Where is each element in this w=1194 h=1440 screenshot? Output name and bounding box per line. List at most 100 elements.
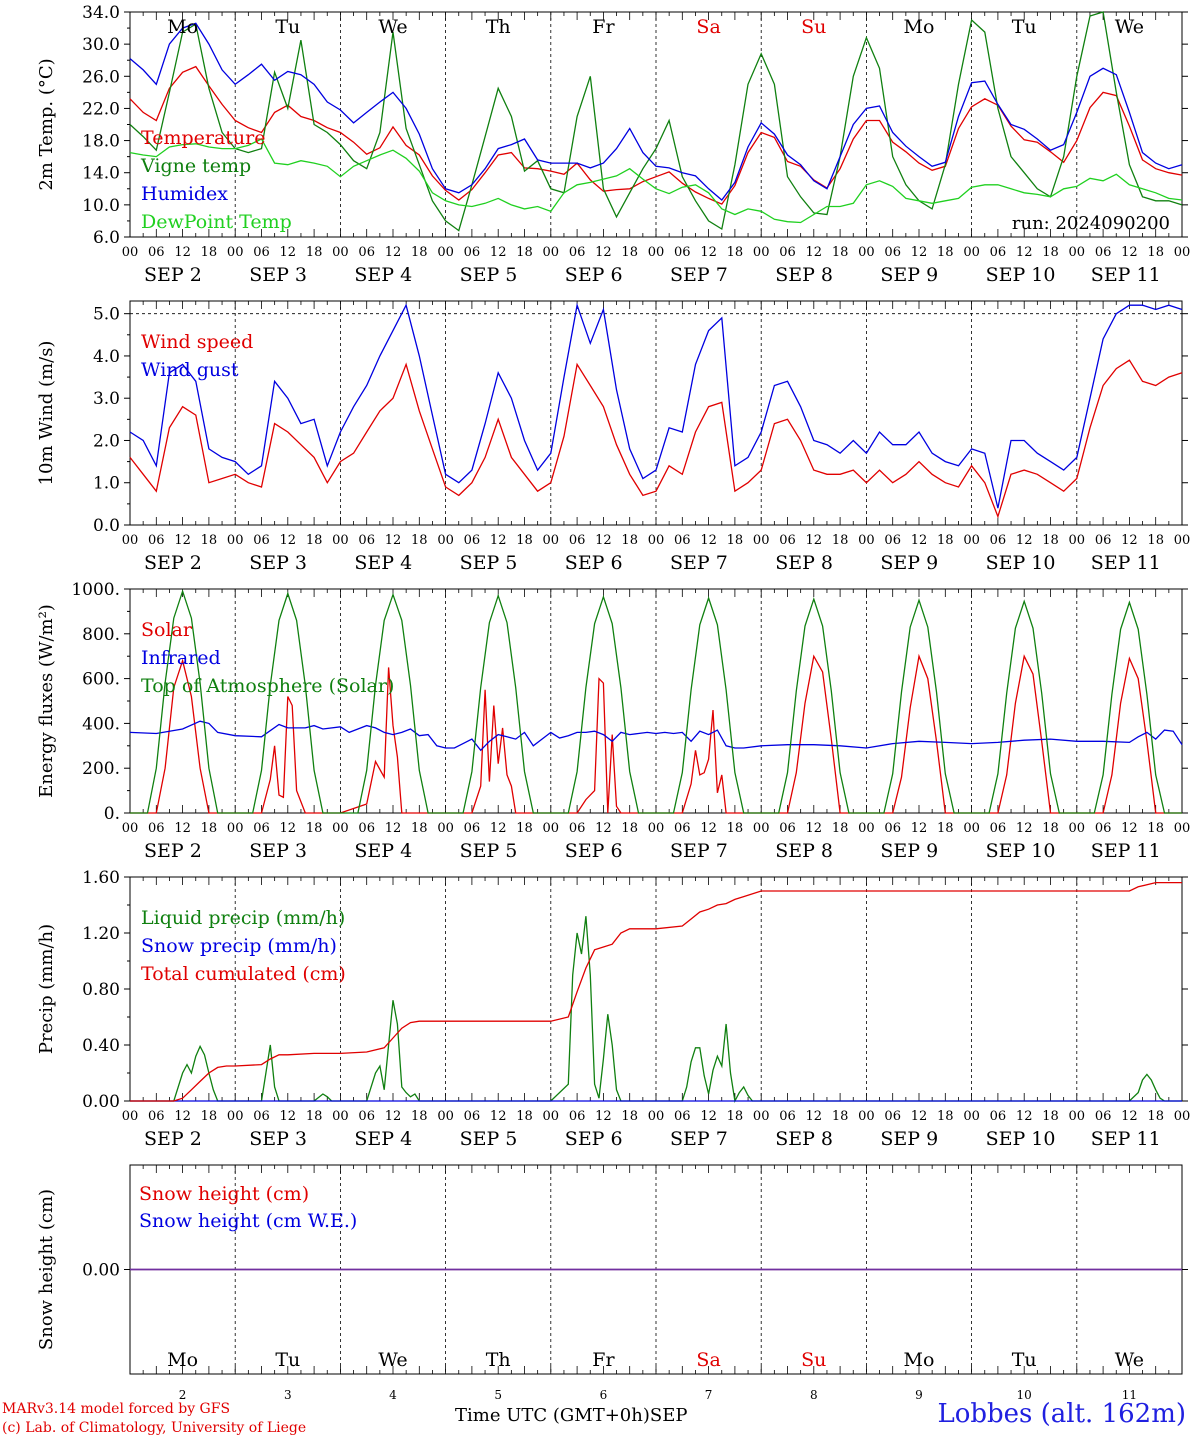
hour-label: 18	[832, 533, 849, 548]
hour-label: 00	[543, 1109, 560, 1124]
day-number-label: 3	[284, 1388, 292, 1402]
hour-label: 12	[1121, 533, 1138, 548]
hour-label: 00	[1069, 245, 1086, 260]
date-label: SEP 9	[880, 840, 938, 862]
hour-label: 18	[201, 533, 218, 548]
month-label: SEP	[649, 1405, 688, 1426]
hour-label: 00	[332, 821, 349, 836]
hour-label: 06	[358, 1109, 375, 1124]
hour-label: 00	[332, 1109, 349, 1124]
hour-label: 12	[700, 533, 717, 548]
y-tick-label: 10.0	[82, 196, 120, 216]
hour-label: 00	[1069, 533, 1086, 548]
hour-label: 06	[358, 821, 375, 836]
day-number-label: 5	[494, 1388, 502, 1402]
weekday-label: Sa	[696, 16, 720, 38]
hour-label: 18	[201, 1109, 218, 1124]
hour-label: 12	[280, 245, 297, 260]
day-number-label: 9	[915, 1388, 923, 1402]
hour-label: 00	[1069, 1109, 1086, 1124]
date-label: SEP 3	[249, 1128, 307, 1150]
day-number-label: 7	[705, 1388, 713, 1402]
hour-label: 18	[621, 245, 638, 260]
hour-label: 18	[411, 533, 428, 548]
y-tick-label: 0.00	[82, 1092, 120, 1112]
hour-label: 00	[963, 1109, 980, 1124]
hour-label: 18	[1042, 245, 1059, 260]
hour-label: 12	[385, 245, 402, 260]
y-axis-title: Snow height (cm)	[36, 1189, 57, 1350]
weekday-label: We	[1115, 16, 1144, 38]
y-tick-label: 22.0	[82, 99, 120, 119]
hour-label: 18	[621, 1109, 638, 1124]
legend-entry: DewPoint Temp	[141, 211, 292, 233]
hour-label: 00	[753, 533, 770, 548]
hour-label: 06	[148, 245, 165, 260]
legend-entry: Snow height (cm)	[139, 1183, 309, 1205]
date-label: SEP 6	[565, 552, 623, 574]
hour-label: 12	[806, 533, 823, 548]
y-tick-label: 18.0	[82, 132, 120, 152]
day-number-label: 11	[1122, 1388, 1137, 1402]
hour-label: 00	[753, 245, 770, 260]
series-line	[129, 138, 1183, 224]
hour-label: 18	[1042, 533, 1059, 548]
hour-label: 06	[148, 533, 165, 548]
legend-entry: Solar	[141, 619, 193, 641]
hour-label: 00	[648, 821, 665, 836]
hour-label: 00	[753, 821, 770, 836]
y-tick-label: 3.0	[93, 389, 120, 409]
hour-label: 06	[569, 1109, 586, 1124]
hour-label: 06	[253, 245, 270, 260]
date-label: SEP 8	[775, 264, 833, 286]
hour-label: 06	[569, 821, 586, 836]
legend-entry: Snow precip (mm/h)	[141, 935, 337, 957]
y-tick-label: 14.0	[82, 164, 120, 184]
day-number-label: 8	[810, 1388, 818, 1402]
hour-label: 06	[1095, 821, 1112, 836]
date-label: SEP 5	[460, 1128, 518, 1150]
hour-label: 18	[1147, 245, 1164, 260]
hour-label: 12	[174, 245, 191, 260]
hour-label: 06	[1095, 245, 1112, 260]
station-label: Lobbes (alt. 162m)	[937, 1399, 1186, 1429]
y-tick-label: 400.	[82, 714, 120, 734]
hour-label: 12	[595, 821, 612, 836]
hour-label: 12	[385, 821, 402, 836]
legend-entry: Total cumulated (cm)	[141, 963, 346, 985]
hour-label: 00	[122, 245, 139, 260]
hour-label: 00	[227, 245, 244, 260]
hour-label: 00	[543, 533, 560, 548]
hour-label: 00	[437, 1109, 454, 1124]
hour-label: 00	[1174, 821, 1191, 836]
hour-label: 06	[148, 1109, 165, 1124]
weekday-label: Su	[801, 1349, 826, 1371]
hour-label: 12	[490, 245, 507, 260]
y-tick-label: 0.0	[93, 516, 120, 536]
hour-label: 12	[911, 533, 928, 548]
hour-label: 18	[306, 1109, 323, 1124]
hour-label: 00	[648, 245, 665, 260]
day-number-label: 6	[600, 1388, 608, 1402]
hour-label: 18	[832, 1109, 849, 1124]
date-label: SEP 7	[670, 264, 728, 286]
date-label: SEP 2	[144, 1128, 202, 1150]
hour-label: 00	[227, 821, 244, 836]
hour-label: 00	[858, 245, 875, 260]
hour-label: 06	[779, 245, 796, 260]
hour-label: 18	[937, 1109, 954, 1124]
hour-label: 06	[464, 533, 481, 548]
weekday-label: Tu	[275, 16, 300, 38]
hour-label: 06	[358, 533, 375, 548]
hour-label: 12	[385, 533, 402, 548]
series-line	[129, 65, 1183, 205]
hour-label: 00	[858, 1109, 875, 1124]
hour-label: 06	[884, 533, 901, 548]
date-label: SEP 8	[775, 1128, 833, 1150]
hour-label: 00	[122, 533, 139, 548]
hour-label: 12	[1121, 1109, 1138, 1124]
hour-label: 06	[358, 245, 375, 260]
hour-label: 12	[490, 1109, 507, 1124]
hour-label: 12	[1016, 821, 1033, 836]
hour-label: 12	[490, 533, 507, 548]
